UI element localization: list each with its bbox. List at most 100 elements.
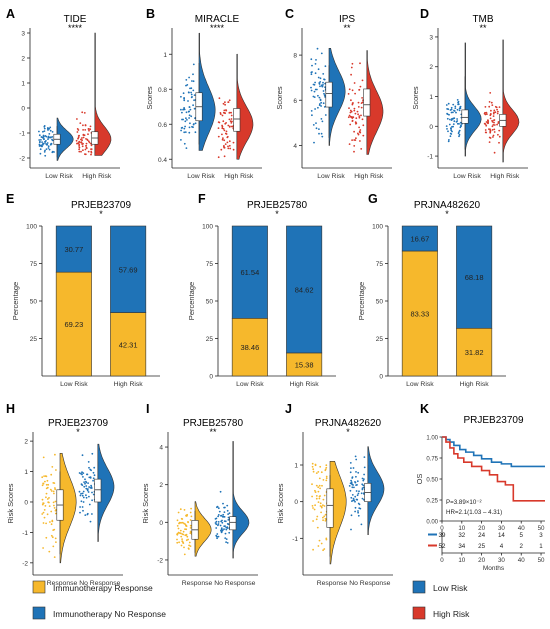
panel-J: -1 0 1 Response No Response Risk Scores J PRJNA… — [276, 402, 393, 587]
jitter-point — [78, 146, 81, 149]
jitter-point — [45, 483, 48, 486]
jitter-point — [82, 472, 85, 474]
jitter-point — [92, 477, 95, 480]
jitter-point — [225, 541, 228, 543]
violin-1 — [97, 443, 115, 542]
jitter-point — [187, 100, 189, 102]
jitter-point — [349, 489, 352, 492]
jitter-point — [44, 135, 47, 137]
jitter-point — [494, 105, 497, 108]
jitter-point — [45, 492, 48, 495]
y-tick-label: 6 — [293, 98, 297, 105]
jitter-point — [359, 140, 361, 142]
y-tick-label: 25 — [30, 336, 38, 343]
jitter-point — [493, 119, 495, 122]
risk-x-tick-label: 20 — [478, 557, 485, 564]
jitter-point — [87, 461, 90, 463]
jitter-point — [216, 535, 218, 538]
jitter-point — [227, 101, 230, 103]
jitter-point — [489, 113, 492, 116]
significance-stars: **** — [210, 23, 225, 33]
bar-value-label: 68.18 — [465, 273, 484, 282]
x-tick-label: No Response — [214, 580, 255, 587]
jitter-point — [182, 541, 184, 543]
jitter-point — [42, 143, 44, 145]
risk-x-tick-label: 30 — [498, 557, 505, 564]
jitter-point — [351, 486, 354, 489]
jitter-point — [350, 467, 352, 469]
y-tick-label: 0 — [24, 499, 28, 506]
panel-F: 0 25 50 75 100 38.46 61.54 Low Risk 15.38 84.62 Hi… — [187, 192, 336, 388]
y-tick-label: 8 — [293, 53, 297, 60]
jitter-point — [350, 496, 353, 499]
jitter-point — [43, 151, 46, 153]
jitter-point — [38, 134, 41, 137]
jitter-point — [216, 533, 219, 535]
jitter-point — [90, 469, 92, 472]
jitter-point — [192, 104, 195, 107]
legend-label: Immunotherapy No Response — [53, 609, 166, 619]
jitter-point — [352, 102, 354, 104]
jitter-point — [447, 130, 449, 133]
jitter-point — [188, 131, 191, 134]
jitter-point — [349, 123, 352, 126]
significance-stars: ** — [343, 23, 351, 33]
jitter-point — [46, 142, 49, 144]
jitter-point — [322, 516, 324, 519]
jitter-point — [178, 521, 181, 524]
jitter-point — [363, 478, 365, 480]
panel-letter: A — [6, 7, 15, 21]
panel-E: 25 50 75 100 69.23 30.77 Low Risk 42.31 57.69 Hig… — [6, 192, 160, 388]
y-tick-label: 25 — [376, 336, 384, 343]
y-tick-label: 1 — [163, 52, 167, 59]
jitter-point — [325, 477, 328, 480]
jitter-point — [487, 122, 489, 125]
significance-stars: ** — [479, 23, 487, 33]
jitter-point — [177, 527, 180, 530]
jitter-point — [317, 76, 320, 79]
y-tick-label: 2 — [24, 439, 28, 446]
jitter-point — [188, 91, 190, 94]
jitter-point — [53, 492, 55, 495]
jitter-point — [89, 128, 92, 131]
jitter-point — [489, 117, 492, 120]
jitter-point — [86, 513, 89, 516]
bar-value-label: 42.31 — [119, 340, 138, 349]
jitter-point — [81, 492, 84, 495]
jitter-point — [349, 111, 352, 114]
jitter-point — [493, 131, 496, 133]
x-tick-label: 40 — [518, 525, 525, 532]
jitter-point — [183, 546, 185, 549]
jitter-point — [45, 536, 48, 539]
jitter-point — [350, 73, 352, 76]
panel-letter: D — [420, 7, 429, 21]
jitter-point — [78, 140, 81, 143]
y-tick-label: 100 — [26, 224, 37, 231]
y-tick-label: 50 — [30, 299, 38, 306]
jitter-point — [183, 131, 186, 134]
jitter-point — [217, 514, 220, 516]
box — [326, 488, 334, 528]
jitter-point — [227, 124, 230, 127]
jitter-point — [214, 522, 217, 524]
jitter-point — [223, 129, 226, 132]
jitter-point — [229, 120, 232, 123]
jitter-point — [227, 516, 230, 519]
jitter-point — [323, 92, 325, 95]
jitter-point — [450, 108, 453, 111]
y-tick-label: 50 — [376, 299, 384, 306]
x-tick-label: 0 — [440, 525, 444, 532]
y-tick-label: 1 — [294, 463, 298, 470]
jitter-point — [183, 509, 186, 511]
risk-count: 14 — [498, 532, 505, 539]
jitter-point — [179, 532, 181, 535]
jitter-point — [316, 515, 319, 518]
jitter-point — [323, 106, 326, 108]
jitter-point — [80, 500, 83, 503]
jitter-point — [348, 485, 351, 487]
jitter-point — [363, 466, 366, 469]
jitter-point — [85, 485, 88, 487]
panel-letter: C — [285, 7, 294, 21]
bar-segment — [55, 271, 92, 377]
jitter-point — [184, 120, 187, 123]
